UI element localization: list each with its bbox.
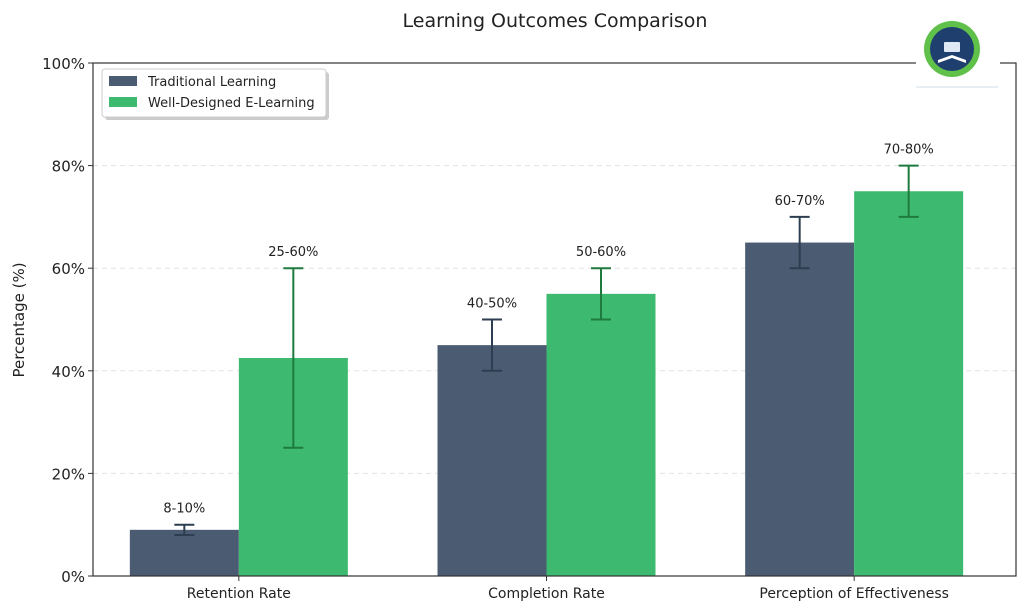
y-tick-label: 100% [42,55,85,73]
y-tick-label: 80% [52,158,85,176]
y-tick-label: 20% [52,465,85,483]
bar [854,191,964,576]
data-label: 25-60% [268,245,318,260]
y-tick-label: 40% [52,363,85,381]
book-icon [938,55,966,63]
data-label: 70-80% [884,143,934,158]
chart-title: Learning Outcomes Comparison [403,10,708,32]
legend-label: Well-Designed E-Learning [148,96,315,111]
bar [437,345,547,576]
bar [546,293,656,576]
legend-swatch [109,97,137,107]
bar [129,529,239,576]
plot-frame [92,62,1017,577]
x-tick-label: Retention Rate [187,586,291,602]
legend-label: Traditional Learning [147,75,276,90]
data-label: 8-10% [163,502,205,517]
logo [916,21,1000,88]
legend-swatch [109,76,137,86]
y-axis-label: Percentage (%) [10,262,28,377]
y-tick-label: 60% [52,260,85,278]
legend-box [101,68,327,118]
y-tick-label: 0% [61,568,85,586]
data-label: 40-50% [467,297,517,312]
legend: Traditional Learning Well-Designed E-Lear… [101,68,329,120]
x-tick-label: Completion Rate [488,586,605,602]
x-tick-label: Perception of Effectiveness [759,586,949,602]
bar [745,242,855,577]
data-label: 50-60% [576,245,626,260]
data-label: 60-70% [775,194,825,209]
